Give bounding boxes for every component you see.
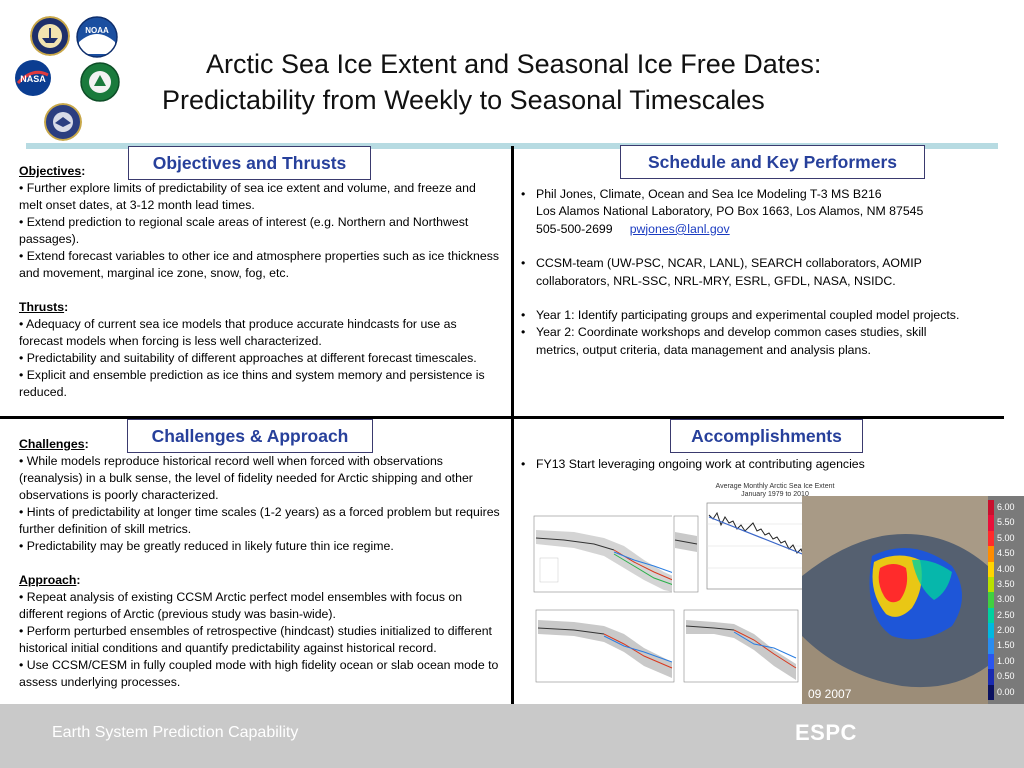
challenge-item: • Hints of predictability at longer time… (19, 505, 500, 536)
thrust-item: • Predictability and suitability of diff… (19, 351, 477, 365)
thrusts-heading: Thrusts (19, 300, 65, 314)
scale-row: 2.00 (988, 623, 1024, 639)
nasa-logo-text: NASA (20, 74, 46, 84)
title-line-2: Predictability from Weekly to Seasonal T… (162, 85, 765, 115)
scale-swatch (988, 607, 994, 624)
scale-label: 2.50 (997, 609, 1015, 620)
approach-item: • Repeat analysis of existing CCSM Arcti… (19, 590, 463, 621)
scale-row: 0.00 (988, 684, 1024, 700)
objective-item: • Further explore limits of predictabili… (19, 181, 476, 212)
accomplishment-item: FY13 Start leveraging ongoing work at co… (521, 456, 981, 474)
vertical-divider (511, 146, 514, 706)
map-date-label: 09 2007 (808, 687, 852, 701)
scale-swatch (988, 576, 994, 593)
accomplishments-header: Accomplishments (670, 419, 863, 453)
footer-logo-text: ESPC (795, 720, 857, 745)
challenges-approach-text: Challenges: • While models reproduce his… (19, 437, 500, 689)
scale-swatch (988, 623, 994, 639)
scale-label: 6.00 (997, 502, 1015, 512)
scale-row: 3.00 (988, 592, 1024, 608)
scale-swatch (988, 592, 994, 608)
scale-label: 0.00 (997, 686, 1015, 697)
approach-heading: Approach (19, 573, 77, 587)
scale-label: 1.50 (997, 640, 1015, 651)
noaa-logo: NOAA (76, 16, 118, 58)
scale-swatch (988, 515, 994, 531)
scale-swatch (988, 684, 994, 700)
arctic-ice-map: 09 2007 6.00 5.50 5.00 4.50 4.00 3.50 3.00 2.50… (802, 496, 1024, 704)
approach-item: • Perform perturbed ensembles of retrosp… (19, 624, 492, 655)
contact-email-link[interactable]: pwjones@lanl.gov (629, 221, 730, 236)
accomplishments-list: FY13 Start leveraging ongoing work at co… (521, 456, 981, 474)
scale-row: 4.50 (988, 546, 1024, 562)
scale-row: 4.00 (988, 561, 1024, 577)
challenges-header: Challenges & Approach (127, 419, 373, 453)
scale-row: 1.00 (988, 653, 1024, 670)
air-force-seal-logo (44, 103, 82, 141)
scale-label: 5.50 (997, 517, 1015, 528)
year1-item: Year 1: Identify participating groups an… (521, 307, 971, 325)
schedule-list: Phil Jones, Climate, Ocean and Sea Ice M… (521, 186, 971, 359)
challenge-item: • Predictability may be greatly reduced … (19, 539, 394, 553)
scale-swatch (988, 669, 994, 685)
nasa-logo: NASA (14, 59, 52, 97)
objective-item: • Extend forecast variables to other ice… (19, 249, 500, 280)
extent-chart-title-1: Average Monthly Arctic Sea Ice Extent (716, 483, 835, 490)
doe-logo (80, 62, 120, 102)
contact-item: Phil Jones, Climate, Ocean and Sea Ice M… (521, 186, 971, 238)
scale-swatch (988, 546, 994, 562)
horizontal-divider (0, 416, 1004, 419)
objectives-heading: Objectives (19, 164, 82, 178)
scale-row: 5.50 (988, 515, 1024, 531)
objectives-thrusts-text: Objectives: • Further explore limits of … (19, 164, 500, 399)
contact-line-2: Los Alamos National Laboratory, PO Box 1… (536, 204, 924, 219)
challenge-item: • While models reproduce historical reco… (19, 454, 473, 502)
footer-left-text: Earth System Prediction Capability (52, 724, 299, 741)
footer-bar: Earth System Prediction Capability ESPC (0, 704, 1024, 768)
extent-chart-title-2: January 1979 to 2010 (741, 491, 809, 498)
objectives-thrusts-header: Objectives and Thrusts (128, 146, 371, 180)
thrust-item: • Adequacy of current sea ice models tha… (19, 317, 457, 348)
ensemble-plots (514, 510, 690, 604)
contact-line-1: Phil Jones, Climate, Ocean and Sea Ice M… (536, 187, 882, 201)
scale-row: 0.50 (988, 669, 1024, 685)
scale-row: 2.50 (988, 607, 1024, 624)
scale-label: 0.50 (997, 671, 1015, 682)
noaa-logo-text: NOAA (85, 26, 109, 35)
ensemble-plot-small (672, 512, 700, 602)
challenges-heading: Challenges (19, 437, 85, 451)
page-title: Arctic Sea Ice Extent and Seasonal Ice F… (150, 46, 930, 118)
navy-seal-logo (30, 16, 70, 56)
year2-item: Year 2: Coordinate workshops and develop… (521, 324, 971, 359)
map-color-scale: 6.00 5.50 5.00 4.50 4.00 3.50 3.00 2.50 2.00 1.50… (988, 500, 1024, 700)
scale-label: 4.00 (997, 563, 1015, 574)
scale-row: 6.00 (988, 500, 1024, 516)
scale-label: 1.00 (997, 655, 1015, 666)
objective-item: • Extend prediction to regional scale ar… (19, 215, 469, 246)
approach-item: • Use CCSM/CESM in fully coupled mode wi… (19, 658, 499, 689)
scale-label: 3.50 (997, 578, 1015, 589)
scale-swatch (988, 500, 994, 516)
scale-label: 4.50 (997, 548, 1015, 559)
scale-row: 1.50 (988, 638, 1024, 654)
scale-label: 5.00 (997, 532, 1015, 543)
ensemble-plots-lower (514, 604, 802, 698)
schedule-header: Schedule and Key Performers (620, 145, 925, 179)
collaborators-item: CCSM-team (UW-PSC, NCAR, LANL), SEARCH c… (521, 255, 971, 290)
thrust-item: • Explicit and ensemble prediction as ic… (19, 368, 485, 399)
scale-swatch (988, 561, 994, 577)
scale-label: 2.00 (997, 625, 1015, 636)
scale-swatch (988, 653, 994, 670)
scale-swatch (988, 530, 994, 547)
scale-swatch (988, 638, 994, 654)
title-line-1: Arctic Sea Ice Extent and Seasonal Ice F… (206, 49, 822, 79)
scale-label: 3.00 (997, 594, 1015, 605)
scale-row: 5.00 (988, 530, 1024, 547)
scale-row: 3.50 (988, 576, 1024, 593)
contact-phone: 505-500-2699 (536, 221, 613, 236)
